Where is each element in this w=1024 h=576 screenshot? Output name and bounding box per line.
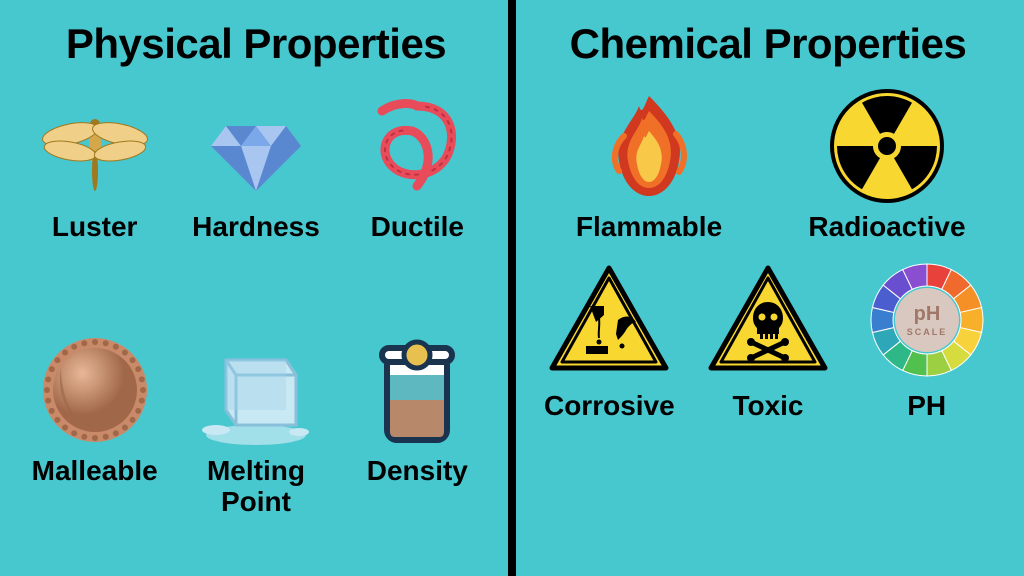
physical-title: Physical Properties (18, 20, 494, 68)
vertical-divider (508, 0, 516, 576)
item-corrosive: Corrosive (530, 255, 689, 422)
item-density: Density (341, 330, 494, 566)
physical-grid: Luster Hardness Ductile Malleable Meltin… (18, 86, 494, 566)
item-ph: pH SCALE PH (847, 255, 1006, 422)
label-ductile: Ductile (371, 212, 464, 243)
medal-icon (20, 330, 170, 450)
item-luster: Luster (18, 86, 171, 322)
label-ph: PH (907, 391, 946, 422)
item-radioactive: Radioactive (768, 86, 1006, 243)
svg-text:SCALE: SCALE (906, 327, 947, 337)
label-melting-point: Melting Point (179, 456, 332, 518)
label-hardness: Hardness (192, 212, 320, 243)
item-toxic: Toxic (689, 255, 848, 422)
diamond-icon (181, 86, 331, 206)
toxic-icon (693, 255, 843, 385)
corrosive-icon (534, 255, 684, 385)
chemical-row-1: Flammable Radioactive (530, 86, 1006, 243)
ph-icon: pH SCALE (852, 255, 1002, 385)
physical-properties-panel: Physical Properties Luster Hardness Duct… (0, 0, 512, 576)
item-ductile: Ductile (341, 86, 494, 322)
radioactive-icon (812, 86, 962, 206)
beaker-icon (342, 330, 492, 450)
label-corrosive: Corrosive (544, 391, 675, 422)
label-luster: Luster (52, 212, 138, 243)
rope-icon (342, 86, 492, 206)
item-flammable: Flammable (530, 86, 768, 243)
item-hardness: Hardness (179, 86, 332, 322)
label-malleable: Malleable (32, 456, 158, 487)
chemical-row-2: Corrosive Toxic pH SCALE PH (530, 255, 1006, 422)
label-radioactive: Radioactive (808, 212, 965, 243)
item-malleable: Malleable (18, 330, 171, 566)
chemical-properties-panel: Chemical Properties Flammable Radioactiv… (512, 0, 1024, 576)
label-toxic: Toxic (732, 391, 803, 422)
item-melting-point: Melting Point (179, 330, 332, 566)
label-density: Density (367, 456, 468, 487)
svg-text:pH: pH (913, 303, 940, 325)
ice-icon (181, 330, 331, 450)
flame-icon (574, 86, 724, 206)
dragonfly-icon (20, 86, 170, 206)
chemical-title: Chemical Properties (530, 20, 1006, 68)
label-flammable: Flammable (576, 212, 722, 243)
